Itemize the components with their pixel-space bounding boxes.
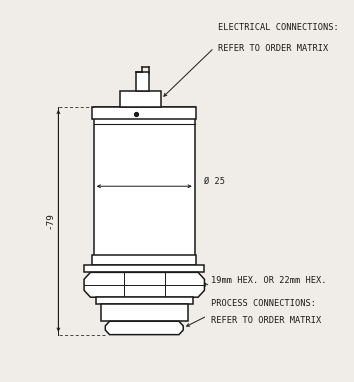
Text: Ø 25: Ø 25 (204, 177, 224, 186)
Text: REFER TO ORDER MATRIX: REFER TO ORDER MATRIX (211, 316, 321, 325)
Text: ELECTRICAL CONNECTIONS:: ELECTRICAL CONNECTIONS: (218, 23, 338, 32)
Text: REFER TO ORDER MATRIX: REFER TO ORDER MATRIX (218, 44, 328, 53)
Bar (92, 255, 196, 265)
Bar (92, 107, 196, 119)
Bar (94, 107, 195, 265)
Text: 19mm HEX. OR 22mm HEX.: 19mm HEX. OR 22mm HEX. (211, 276, 326, 285)
Bar (120, 91, 161, 107)
Text: -79: -79 (45, 212, 54, 229)
Bar (136, 72, 149, 91)
Text: PROCESS CONNECTIONS:: PROCESS CONNECTIONS: (211, 298, 316, 308)
Bar (96, 297, 193, 304)
Polygon shape (84, 272, 204, 297)
Bar (101, 304, 188, 321)
Bar (84, 265, 204, 272)
Polygon shape (105, 321, 183, 335)
